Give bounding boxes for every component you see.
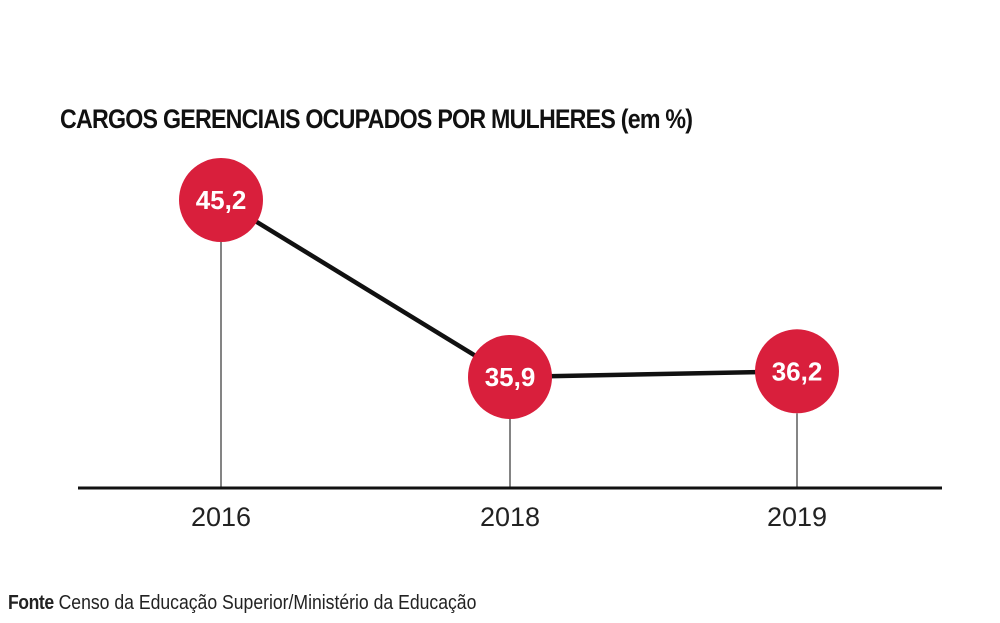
- data-label: 35,9: [485, 362, 536, 392]
- source-note: Fonte Censo da Educação Superior/Ministé…: [8, 592, 476, 615]
- line-layer: [219, 198, 798, 380]
- line-segment: [509, 369, 798, 380]
- data-point-marker: [179, 158, 263, 242]
- data-point-marker: [755, 329, 839, 414]
- source-text: Censo da Educação Superior/Ministério da…: [58, 592, 477, 614]
- chart-title: CARGOS GERENCIAIS OCUPADOS POR MULHERES …: [60, 104, 693, 134]
- source-label: Fonte: [8, 592, 54, 614]
- points-layer: 45,2 35,9 36,2: [179, 158, 839, 419]
- line-segment: [219, 198, 512, 379]
- data-label: 45,2: [196, 185, 247, 215]
- data-point-marker: [468, 335, 552, 419]
- x-tick-label: 2016: [191, 502, 251, 532]
- ticks-layer: 2016 2018 2019: [191, 502, 827, 532]
- x-tick-label: 2019: [767, 502, 827, 532]
- data-label: 36,2: [772, 356, 823, 386]
- stems-layer: [220, 242, 798, 488]
- x-tick-label: 2018: [480, 502, 540, 532]
